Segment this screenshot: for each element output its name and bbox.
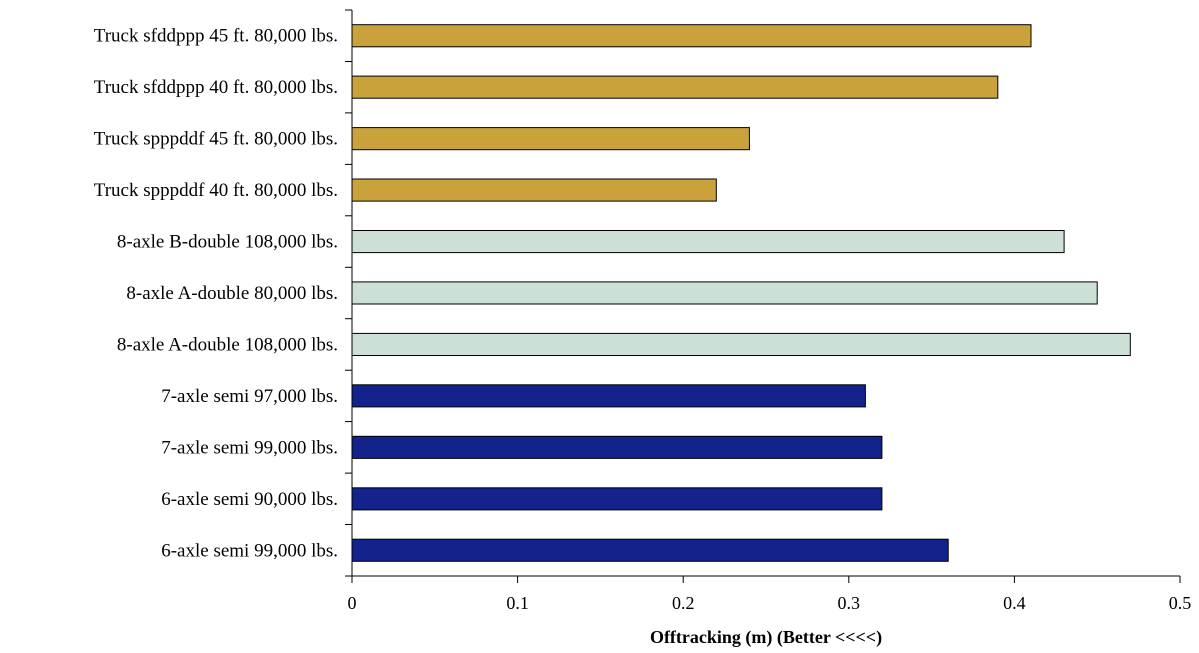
x-axis-title: Offtracking (m) (Better <<<<) bbox=[650, 627, 882, 648]
category-label: 8-axle A-double 108,000 lbs. bbox=[117, 335, 338, 356]
bar bbox=[351, 281, 1098, 305]
bar bbox=[351, 332, 1131, 356]
x-tick-label: 0.3 bbox=[838, 593, 861, 613]
x-tick-label: 0.2 bbox=[672, 593, 695, 613]
x-tick-label: 0.5 bbox=[1169, 593, 1192, 613]
x-tick-label: 0.1 bbox=[506, 593, 529, 613]
category-label: Truck sfddppp 40 ft. 80,000 lbs. bbox=[94, 77, 338, 98]
category-label: 7-axle semi 97,000 lbs. bbox=[161, 386, 338, 407]
y-ticks-group bbox=[345, 9, 352, 577]
bar bbox=[351, 384, 866, 408]
bar bbox=[351, 127, 750, 151]
bar bbox=[351, 24, 1032, 48]
x-tick-label: 0.4 bbox=[1003, 593, 1026, 613]
bar bbox=[351, 487, 883, 511]
x-ticks-group: 0 0.1 0.2 0.3 0.4 0.5 bbox=[348, 576, 1192, 613]
category-labels-group: Truck sfddppp 45 ft. 80,000 lbs. Truck sf… bbox=[94, 26, 338, 562]
category-label: 8-axle A-double 80,000 lbs. bbox=[126, 283, 338, 304]
bar bbox=[351, 435, 883, 459]
category-label: Truck sfddppp 45 ft. 80,000 lbs. bbox=[94, 26, 338, 47]
category-label: Truck spppddf 40 ft. 80,000 lbs. bbox=[94, 180, 338, 201]
bars-group bbox=[351, 24, 1131, 562]
x-tick-label: 0 bbox=[348, 593, 357, 613]
category-label: Truck spppddf 45 ft. 80,000 lbs. bbox=[94, 129, 338, 150]
category-label: 6-axle semi 99,000 lbs. bbox=[161, 540, 338, 561]
bar bbox=[351, 75, 999, 99]
category-label: 7-axle semi 99,000 lbs. bbox=[161, 437, 338, 458]
bar bbox=[351, 230, 1065, 254]
bar bbox=[351, 538, 949, 562]
category-label: 8-axle B-double 108,000 lbs. bbox=[117, 232, 338, 253]
bar bbox=[351, 178, 717, 202]
category-label: 6-axle semi 90,000 lbs. bbox=[161, 489, 338, 510]
